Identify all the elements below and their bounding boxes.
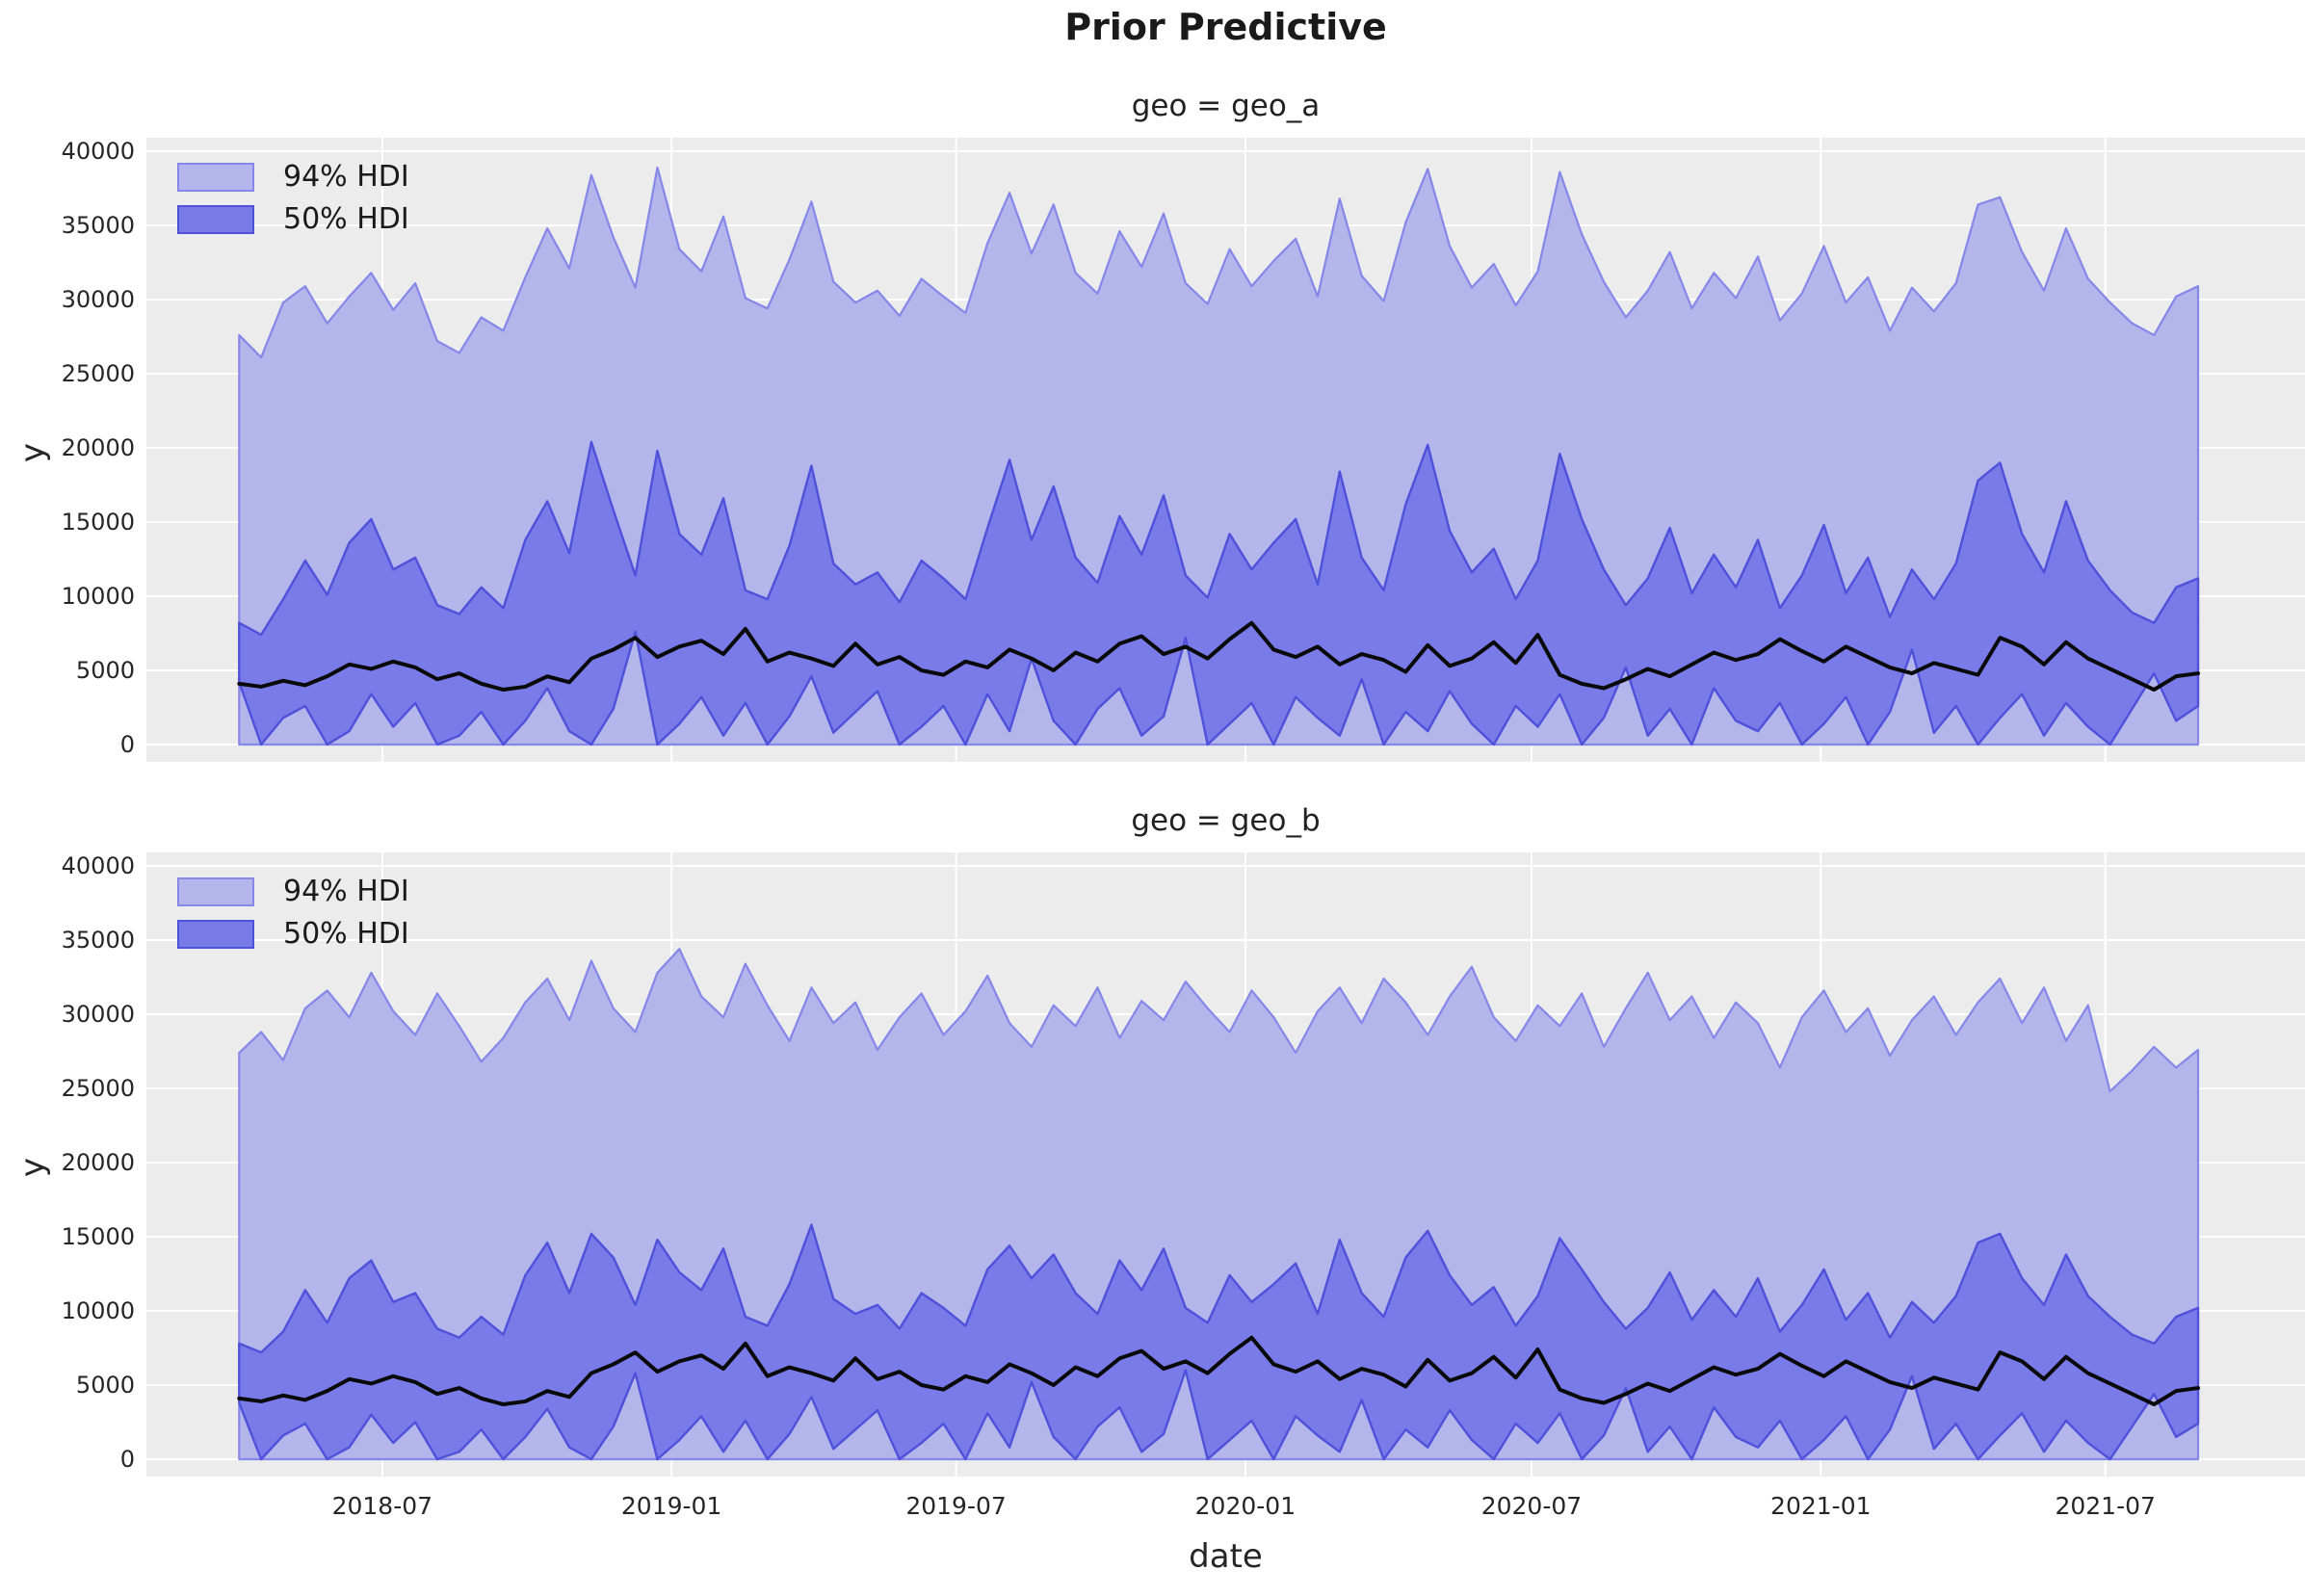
- legend-item-50-hdi: 50% HDI: [177, 920, 409, 949]
- y-tick-label-geo_b: 30000: [61, 1001, 135, 1028]
- y-tick-label-geo_a: 35000: [61, 212, 135, 239]
- figure-title: Prior Predictive: [1064, 6, 1387, 48]
- y-tick-label-geo_b: 10000: [61, 1297, 135, 1324]
- hdi50-band-geo_a: [238, 440, 2200, 746]
- panel-title-geo-a: geo = geo_a: [1131, 89, 1321, 123]
- y-tick-label-geo_a: 20000: [61, 434, 135, 461]
- y-tick-label-geo_b: 35000: [61, 927, 135, 954]
- hdi50-swatch: [177, 920, 254, 949]
- mean-line-geo_a: [237, 620, 2201, 693]
- x-tick-label: 2020-01: [1194, 1492, 1297, 1520]
- y-tick-label-geo_b: 40000: [61, 852, 135, 879]
- x-axis-label: date: [1189, 1537, 1263, 1576]
- y-tick-label-geo_b: 25000: [61, 1075, 135, 1102]
- x-tick-label: 2019-01: [620, 1492, 722, 1520]
- legend-geo-a: 94% HDI 50% HDI: [177, 163, 409, 234]
- y-tick-label-geo_b: 20000: [61, 1149, 135, 1176]
- hdi50-band-geo_b: [238, 1223, 2200, 1461]
- y-tick-label-geo_a: 15000: [61, 509, 135, 536]
- hdi94-swatch: [177, 163, 254, 192]
- y-tick-label-geo_a: 10000: [61, 583, 135, 610]
- legend-label-94-hdi: 94% HDI: [283, 875, 409, 908]
- y-tick-label-geo_a: 40000: [61, 138, 135, 165]
- chart-svg-geo-b: [146, 852, 2305, 1477]
- x-tick-label: 2020-07: [1480, 1492, 1583, 1520]
- legend-label-50-hdi: 50% HDI: [283, 202, 409, 236]
- plot-area-geo-b: 94% HDI 50% HDI: [146, 852, 2305, 1477]
- panel-title-geo-b: geo = geo_b: [1131, 803, 1321, 838]
- y-tick-label-geo_a: 30000: [61, 286, 135, 313]
- hdi50-swatch: [177, 205, 254, 234]
- plot-area-geo-a: 94% HDI 50% HDI: [146, 138, 2305, 762]
- y-tick-label-geo_a: 0: [119, 731, 135, 758]
- x-tick-label: 2021-07: [2055, 1492, 2156, 1520]
- x-tick-label: 2018-07: [331, 1492, 433, 1520]
- legend-geo-b: 94% HDI 50% HDI: [177, 877, 409, 949]
- legend-item-94-hdi: 94% HDI: [177, 877, 409, 906]
- chart-svg-geo-a: [146, 138, 2305, 762]
- hdi94-swatch: [177, 877, 254, 906]
- y-tick-label-geo_b: 15000: [61, 1223, 135, 1250]
- legend-item-50-hdi: 50% HDI: [177, 205, 409, 234]
- x-tick-label: 2019-07: [905, 1492, 1007, 1520]
- legend-item-94-hdi: 94% HDI: [177, 163, 409, 192]
- y-tick-label-geo_b: 0: [119, 1446, 135, 1473]
- legend-label-50-hdi: 50% HDI: [283, 917, 409, 951]
- y-tick-label-geo_a: 5000: [75, 657, 135, 684]
- x-tick-label: 2021-01: [1770, 1492, 1872, 1520]
- y-tick-label-geo_b: 5000: [75, 1372, 135, 1399]
- y-tick-label-geo_a: 25000: [61, 360, 135, 387]
- mean-line-geo_b: [237, 1335, 2201, 1407]
- legend-label-94-hdi: 94% HDI: [283, 160, 409, 194]
